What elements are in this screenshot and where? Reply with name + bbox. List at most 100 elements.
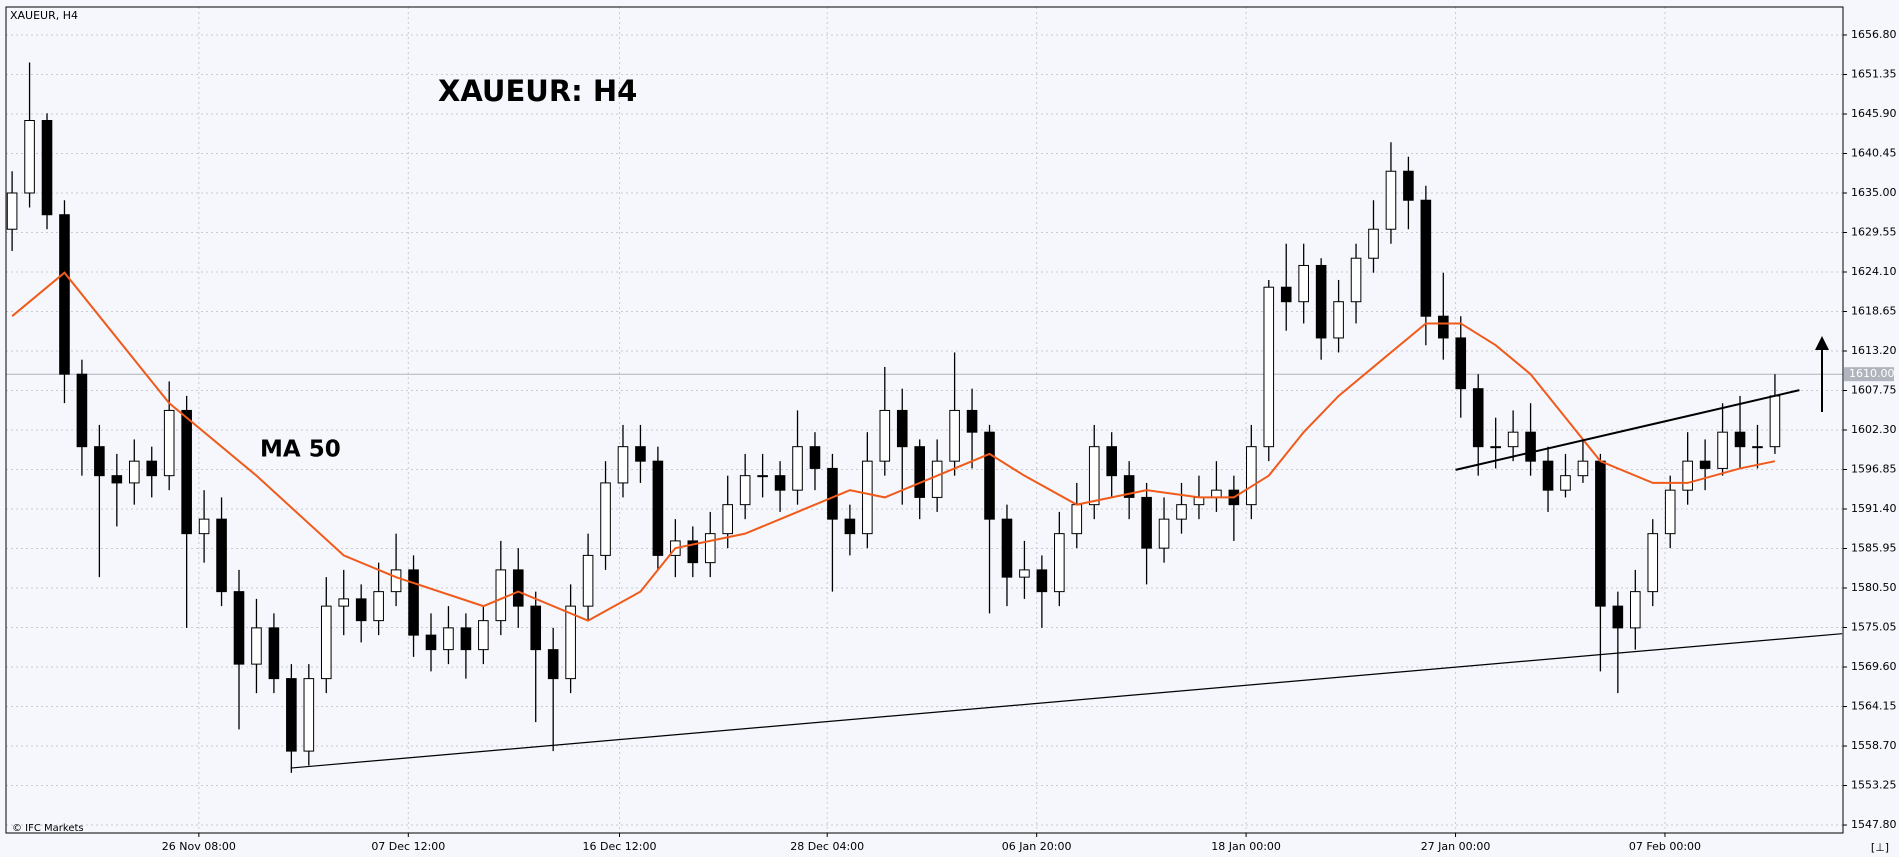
candle-body <box>268 627 280 680</box>
y-tick-label: 1564.15 <box>1851 700 1897 713</box>
candle-body <box>1595 460 1606 607</box>
candle-body <box>1298 264 1309 303</box>
current-price-label: 1610.00 <box>1849 367 1895 380</box>
x-tick-label: 16 Dec 12:00 <box>583 840 657 853</box>
candle-body <box>425 634 437 651</box>
candle-body <box>582 554 594 607</box>
candle-body <box>1211 489 1222 498</box>
y-tick-label: 1645.90 <box>1851 107 1897 120</box>
y-tick-label: 1547.80 <box>1851 818 1897 831</box>
candle-body <box>1019 569 1030 578</box>
y-tick-label: 1569.60 <box>1851 660 1897 673</box>
candle-body <box>1001 518 1013 578</box>
candle-body <box>146 460 158 477</box>
candle-body <box>1036 569 1048 593</box>
x-tick-label: 28 Dec 04:00 <box>790 840 864 853</box>
candle-body <box>181 409 192 535</box>
candle-body <box>1612 605 1624 629</box>
candle-body <box>914 446 925 498</box>
candle-body <box>931 460 943 498</box>
candle-body <box>1263 286 1275 448</box>
candle-body <box>41 120 53 216</box>
candle-body <box>1542 460 1554 491</box>
candle-body <box>373 591 384 622</box>
candle-body <box>984 431 995 520</box>
candle-body <box>792 446 803 491</box>
candle-body <box>1054 533 1065 593</box>
candle-body <box>94 446 105 477</box>
candle-body <box>251 627 262 665</box>
candle-body <box>652 460 664 556</box>
candle-body <box>879 409 891 462</box>
candle-body <box>530 605 542 651</box>
candle-body <box>547 649 559 680</box>
candle-body <box>1577 460 1589 477</box>
candle-body <box>1734 431 1746 448</box>
candle-body <box>1176 504 1187 520</box>
candle-body <box>1106 446 1117 477</box>
candle-body <box>757 475 768 478</box>
candle-body <box>76 373 88 448</box>
candle-body <box>408 569 419 636</box>
candle-body <box>774 475 786 491</box>
y-tick-label: 1580.50 <box>1851 581 1897 594</box>
candle-body <box>949 409 960 462</box>
candle-body <box>59 214 70 375</box>
candle-body <box>687 540 699 564</box>
candle-body <box>303 678 315 752</box>
current-price-box <box>1844 367 1894 382</box>
candle-body <box>355 598 367 622</box>
x-tick-label: 27 Jan 00:00 <box>1421 840 1491 853</box>
y-tick-label: 1651.35 <box>1851 67 1897 80</box>
y-tick-label: 1635.00 <box>1851 186 1897 199</box>
candle-body <box>704 533 716 564</box>
candle-body <box>1717 431 1728 469</box>
candle-body <box>286 678 297 752</box>
candle-body <box>1630 591 1641 629</box>
y-tick-label: 1553.25 <box>1851 779 1897 792</box>
candle-body <box>233 591 245 665</box>
corner-button[interactable]: [⊥] <box>1871 841 1889 854</box>
candle-body <box>1490 446 1501 449</box>
candle-body <box>1123 475 1135 498</box>
y-tick-label: 1629.55 <box>1851 225 1897 238</box>
candle-body <box>198 518 210 535</box>
candle-body <box>24 120 35 194</box>
x-tick-label: 06 Jan 20:00 <box>1002 840 1072 853</box>
candle-body <box>443 627 454 651</box>
plot-border <box>5 6 1844 834</box>
arrow-head <box>1815 336 1829 350</box>
candle-body <box>216 518 227 593</box>
candle-body <box>1455 337 1467 390</box>
y-tick-label: 1602.30 <box>1851 423 1897 436</box>
candle-body <box>844 518 856 535</box>
candle-body <box>390 569 402 593</box>
candle-body <box>1525 431 1536 462</box>
candle-body <box>1193 496 1205 506</box>
candle-body <box>1769 395 1781 448</box>
y-tick-label: 1558.70 <box>1851 739 1897 752</box>
candle-body <box>565 605 576 680</box>
symbol-label: XAUEUR, H4 <box>10 9 78 22</box>
candle-body <box>163 409 175 477</box>
candle-body <box>1438 315 1449 339</box>
y-tick-label: 1618.65 <box>1851 304 1897 317</box>
candle-body <box>478 620 489 651</box>
candle-body <box>320 605 332 680</box>
candle-body <box>460 627 472 651</box>
candle-body <box>6 192 18 230</box>
candle-body <box>1141 496 1152 549</box>
candle-body <box>739 475 751 506</box>
candle-body <box>128 460 140 484</box>
y-tick-label: 1640.45 <box>1851 146 1897 159</box>
y-tick-label: 1575.05 <box>1851 621 1897 634</box>
candle-body <box>862 460 873 535</box>
y-tick-label: 1596.85 <box>1851 463 1897 476</box>
candle-body <box>1560 475 1571 491</box>
candle-body <box>495 569 507 622</box>
y-tick-label: 1585.95 <box>1851 542 1897 555</box>
candle-body <box>1246 446 1257 506</box>
y-tick-label: 1607.75 <box>1851 384 1897 397</box>
candle-body <box>1350 257 1362 303</box>
